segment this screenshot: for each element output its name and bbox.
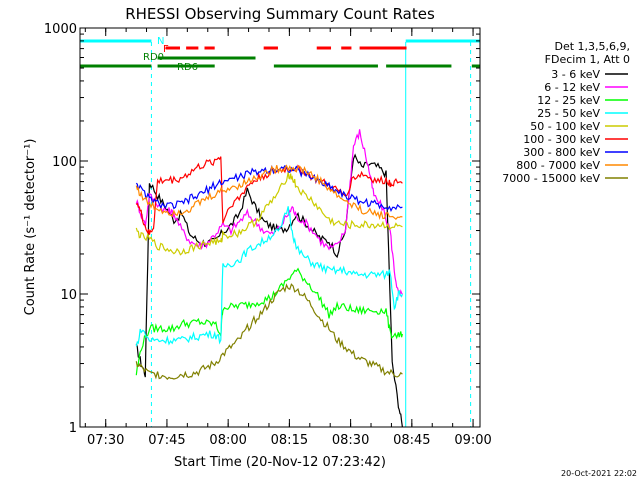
legend: Det 1,3,5,6,9,FDecim 1, Att 0 3 - 6 keV6 …	[502, 40, 630, 185]
axes: 07:30 07:45 08:00 08:15 08:30 08:45 09:00 1 10 10…	[44, 22, 492, 448]
y-tick-label: 1	[69, 421, 77, 436]
state-bar-label: F	[163, 44, 169, 55]
series-line	[135, 164, 403, 221]
x-tick-label: 08:45	[393, 433, 430, 448]
legend-entry-label: 3 - 6 keV	[551, 68, 600, 81]
state-bar-label: N	[157, 36, 164, 47]
legend-entry-label: 50 - 100 keV	[530, 120, 600, 133]
y-tick-label: 100	[52, 155, 77, 170]
x-tick-label: 08:15	[271, 433, 308, 448]
series-line	[135, 153, 403, 428]
x-tick-label: 08:00	[209, 433, 246, 448]
legend-entry-label: 800 - 7000 keV	[516, 159, 600, 172]
series-line	[135, 283, 403, 380]
x-tick-label: 08:30	[332, 433, 369, 448]
series-line	[135, 267, 403, 376]
legend-header-line: Det 1,3,5,6,9,	[554, 40, 630, 53]
y-axis-label: Count Rate (s⁻¹ detector⁻¹)	[23, 139, 38, 316]
legend-entry-label: 12 - 25 keV	[537, 94, 600, 107]
y-tick-label: 10	[60, 288, 77, 303]
state-bar-label: RD0	[143, 52, 164, 63]
series-line	[135, 156, 403, 235]
x-tick-label: 09:00	[454, 433, 491, 448]
legend-entry-label: 100 - 300 keV	[523, 133, 600, 146]
series-line	[135, 206, 403, 347]
plot-frame	[79, 27, 481, 428]
chart-title: RHESSI Observing Summary Count Rates	[125, 5, 435, 23]
x-axis-label: Start Time (20-Nov-12 07:23:42)	[174, 455, 386, 470]
legend-entry-label: 6 - 12 keV	[544, 81, 600, 94]
x-tick-label: 07:45	[148, 433, 185, 448]
state-bar-label: RD6	[177, 62, 198, 73]
footer-date: 20-Oct-2021 22:02	[561, 469, 637, 478]
legend-entry-label: 7000 - 15000 keV	[502, 172, 600, 185]
legend-header-line: FDecim 1, Att 0	[545, 53, 630, 66]
series-line	[135, 171, 403, 256]
y-tick-label: 1000	[44, 22, 77, 37]
legend-entry-label: 300 - 800 keV	[523, 146, 600, 159]
legend-entry-label: 25 - 50 keV	[537, 107, 600, 120]
x-tick-label: 07:30	[87, 433, 124, 448]
